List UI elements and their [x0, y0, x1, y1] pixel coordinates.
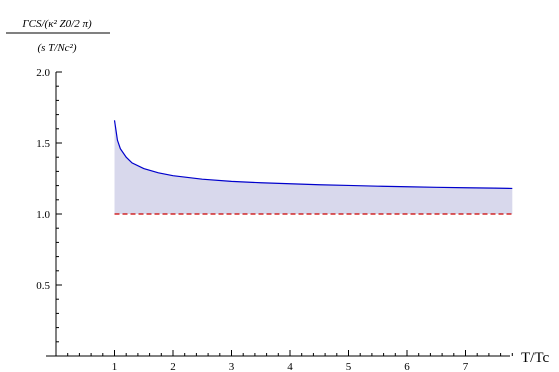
xlabel: T/Tc	[521, 350, 549, 366]
x-tick-label: 5	[346, 361, 352, 372]
x-tick-label: 2	[170, 361, 176, 372]
ylabel-denominator: (s T/Nc²)	[37, 42, 76, 54]
shaded-region	[114, 120, 513, 214]
x-tick-label: 6	[404, 361, 410, 372]
x-tick-label: 7	[463, 361, 469, 372]
y-tick-label: 1.0	[36, 209, 50, 221]
y-tick-label: 0.5	[36, 280, 50, 292]
x-tick-label: 4	[287, 361, 293, 372]
ylabel-numerator: ΓCS/(κ² Z0/2 π)	[21, 18, 92, 30]
series-curve	[113, 120, 513, 190]
y-tick-label: 2.0	[36, 67, 50, 79]
x-tick-label: 3	[229, 361, 235, 372]
y-tick-label: 1.5	[36, 138, 50, 150]
axis-labels: 0.5 1.0 1.5 2.0 1 2 3 4 5 6 7 ΓCS/(κ² Z0/2 π) (s T/N…	[6, 18, 549, 372]
x-tick-label: 1	[112, 361, 118, 372]
